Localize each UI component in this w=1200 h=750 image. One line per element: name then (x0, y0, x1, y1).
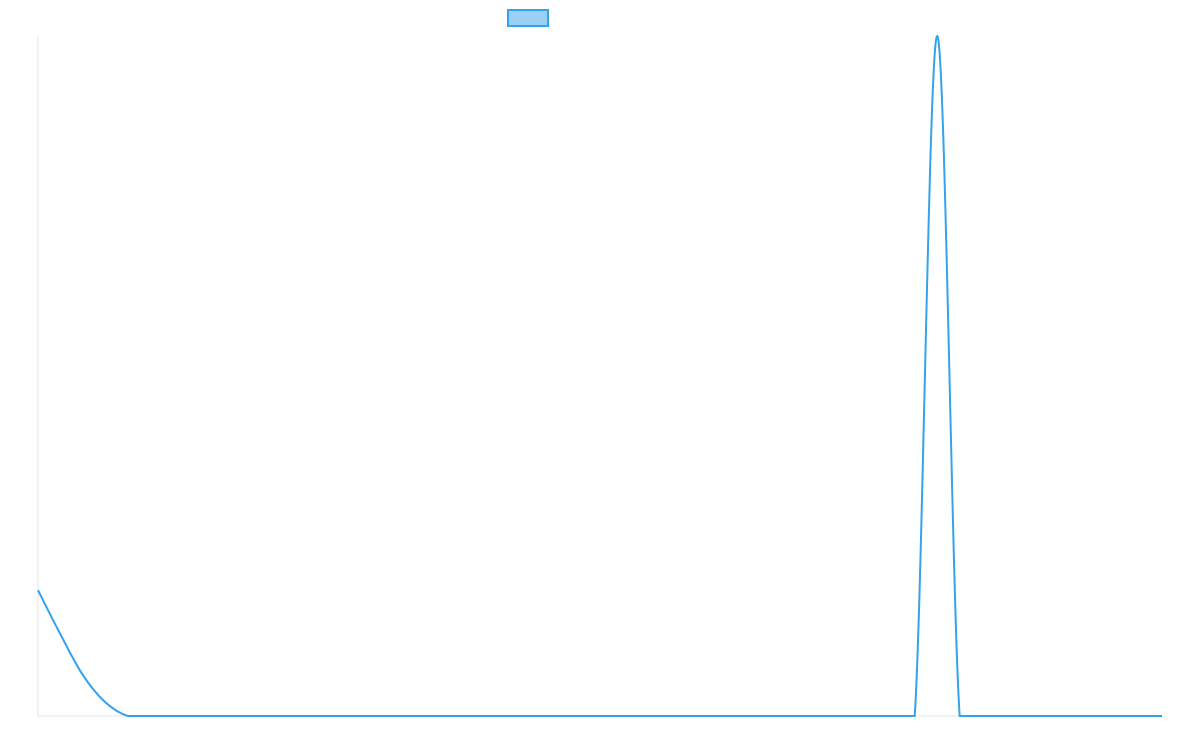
series-line-0[interactable] (37, 34, 1162, 718)
legend[interactable] (507, 9, 549, 27)
legend-swatch[interactable] (507, 9, 549, 27)
series-layer (37, 34, 1162, 718)
